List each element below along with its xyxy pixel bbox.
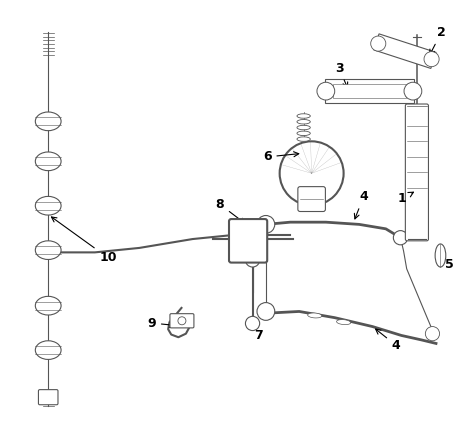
FancyBboxPatch shape bbox=[170, 314, 194, 328]
Ellipse shape bbox=[36, 241, 61, 259]
Circle shape bbox=[257, 215, 275, 233]
Circle shape bbox=[424, 51, 439, 67]
Ellipse shape bbox=[36, 341, 61, 359]
FancyBboxPatch shape bbox=[229, 219, 267, 262]
Text: 4: 4 bbox=[355, 190, 368, 219]
Circle shape bbox=[371, 36, 386, 51]
Ellipse shape bbox=[297, 119, 310, 124]
Ellipse shape bbox=[435, 244, 446, 267]
FancyBboxPatch shape bbox=[405, 104, 428, 241]
Circle shape bbox=[317, 82, 335, 100]
Text: 4: 4 bbox=[375, 329, 401, 352]
Circle shape bbox=[280, 141, 344, 205]
Ellipse shape bbox=[36, 296, 61, 315]
Circle shape bbox=[404, 82, 422, 100]
Ellipse shape bbox=[297, 131, 310, 135]
Circle shape bbox=[246, 253, 260, 267]
Ellipse shape bbox=[297, 125, 310, 130]
Circle shape bbox=[178, 317, 186, 325]
Circle shape bbox=[257, 303, 275, 320]
Ellipse shape bbox=[308, 313, 322, 318]
Ellipse shape bbox=[36, 196, 61, 215]
Text: 9: 9 bbox=[147, 316, 174, 329]
FancyBboxPatch shape bbox=[298, 187, 325, 211]
Text: 7: 7 bbox=[253, 318, 263, 342]
Text: 8: 8 bbox=[216, 198, 245, 224]
FancyBboxPatch shape bbox=[38, 390, 58, 405]
Ellipse shape bbox=[337, 320, 351, 325]
Polygon shape bbox=[374, 34, 436, 68]
Text: 10: 10 bbox=[52, 217, 117, 264]
Text: 5: 5 bbox=[445, 258, 454, 271]
Circle shape bbox=[246, 316, 260, 331]
Text: 1: 1 bbox=[398, 192, 413, 205]
Polygon shape bbox=[325, 79, 414, 103]
Ellipse shape bbox=[36, 152, 61, 171]
Ellipse shape bbox=[36, 112, 61, 131]
Text: 2: 2 bbox=[430, 26, 446, 55]
Text: 6: 6 bbox=[263, 151, 299, 164]
Circle shape bbox=[393, 231, 408, 245]
Ellipse shape bbox=[297, 114, 310, 118]
Circle shape bbox=[425, 327, 439, 341]
Polygon shape bbox=[333, 84, 406, 98]
Ellipse shape bbox=[297, 137, 310, 141]
Text: 3: 3 bbox=[335, 62, 348, 88]
